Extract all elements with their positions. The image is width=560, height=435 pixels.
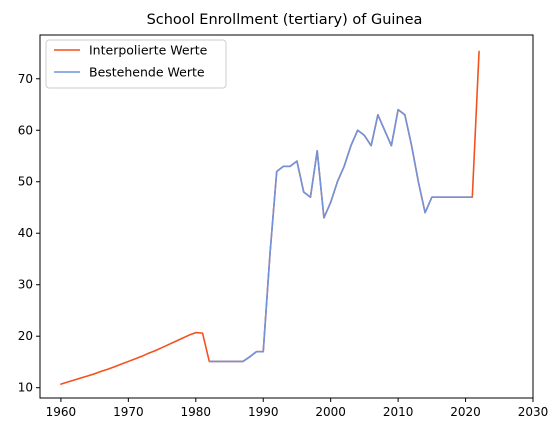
x-tick-label: 1960 <box>46 405 77 419</box>
x-tick-label: 1970 <box>113 405 144 419</box>
y-tick-label: 50 <box>18 175 33 189</box>
legend: Interpolierte Werte Bestehende Werte <box>45 39 227 89</box>
y-tick-label: 10 <box>18 381 33 395</box>
y-tick-label: 20 <box>18 329 33 343</box>
y-tick-label: 60 <box>18 123 33 137</box>
plot-frame <box>39 34 534 399</box>
x-tick-label: 2010 <box>383 405 414 419</box>
legend-box <box>45 39 227 89</box>
y-tick-label: 30 <box>18 278 33 292</box>
x-tick-label: 2000 <box>315 405 346 419</box>
series-layer <box>60 50 480 385</box>
y-tick-label: 40 <box>18 226 33 240</box>
x-axis: 1960 1970 1980 1990 2000 2010 2020 2030 <box>46 398 549 419</box>
x-tick-label: 1980 <box>181 405 212 419</box>
legend-label-2: Bestehende Werte <box>89 65 205 80</box>
y-tick-label: 70 <box>18 72 33 86</box>
x-tick-label: 2030 <box>518 405 549 419</box>
series-line-2 <box>208 108 474 363</box>
x-tick-label: 2020 <box>450 405 481 419</box>
chart-title: School Enrollment (tertiary) of Guinea <box>147 12 423 28</box>
x-tick-label: 1990 <box>248 405 279 419</box>
series-line-1 <box>60 50 480 385</box>
legend-label-1: Interpolierte Werte <box>89 43 208 58</box>
y-axis: 10 20 30 40 50 60 70 <box>18 72 40 395</box>
